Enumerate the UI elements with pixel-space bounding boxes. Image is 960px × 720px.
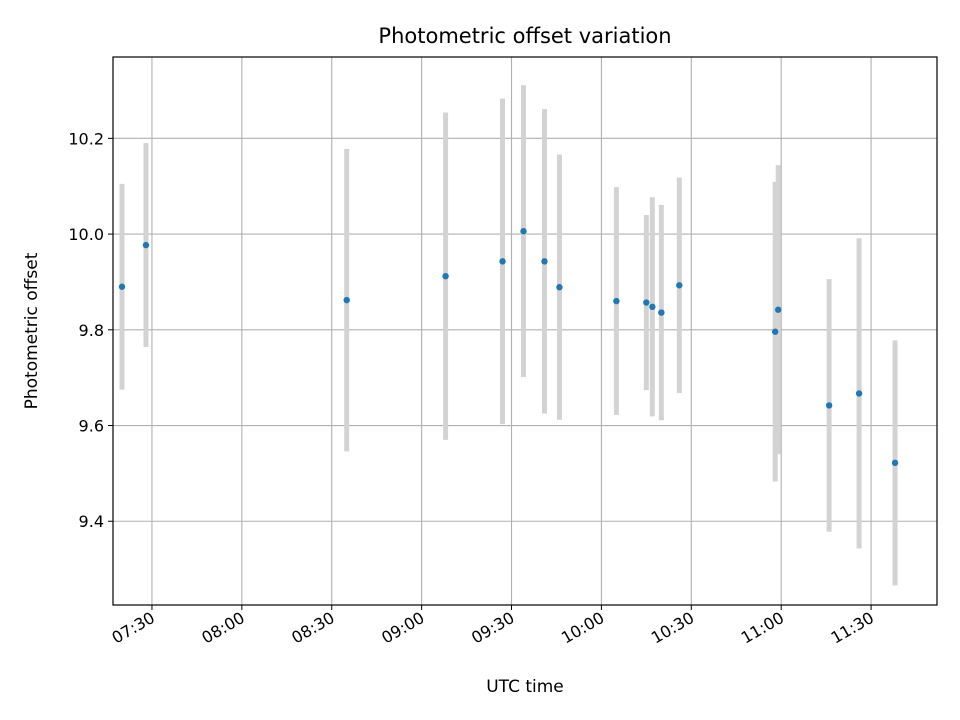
- data-point: [891, 459, 899, 467]
- data-point: [771, 328, 779, 335]
- y-tick-label: 9.6: [79, 417, 104, 436]
- data-point: [499, 258, 506, 265]
- chart-title: Photometric offset variation: [378, 24, 671, 48]
- data-point: [442, 273, 449, 280]
- data-point: [556, 284, 563, 291]
- data-point: [520, 228, 527, 235]
- y-tick-label: 9.8: [79, 321, 104, 340]
- data-point: [855, 390, 863, 397]
- data-point: [643, 299, 650, 306]
- y-axis-ticks: 9.4 9.6 9.8 10.0 10.2: [68, 129, 113, 531]
- data-point: [676, 282, 683, 289]
- data-points: [118, 228, 899, 467]
- x-axis-label: UTC time: [486, 677, 564, 697]
- data-point: [825, 402, 833, 409]
- y-tick-label: 10.0: [68, 225, 104, 244]
- data-point: [343, 296, 350, 304]
- y-tick-label: 9.4: [79, 512, 104, 531]
- data-point: [774, 306, 782, 313]
- data-point: [118, 283, 126, 290]
- data-point: [649, 303, 656, 311]
- y-axis-label: Photometric offset: [22, 252, 42, 409]
- y-tick-label: 10.2: [68, 129, 104, 148]
- plot-frame: [112, 56, 938, 606]
- data-point: [658, 309, 665, 316]
- data-point: [613, 297, 620, 305]
- data-point: [142, 241, 150, 249]
- data-point: [541, 258, 548, 265]
